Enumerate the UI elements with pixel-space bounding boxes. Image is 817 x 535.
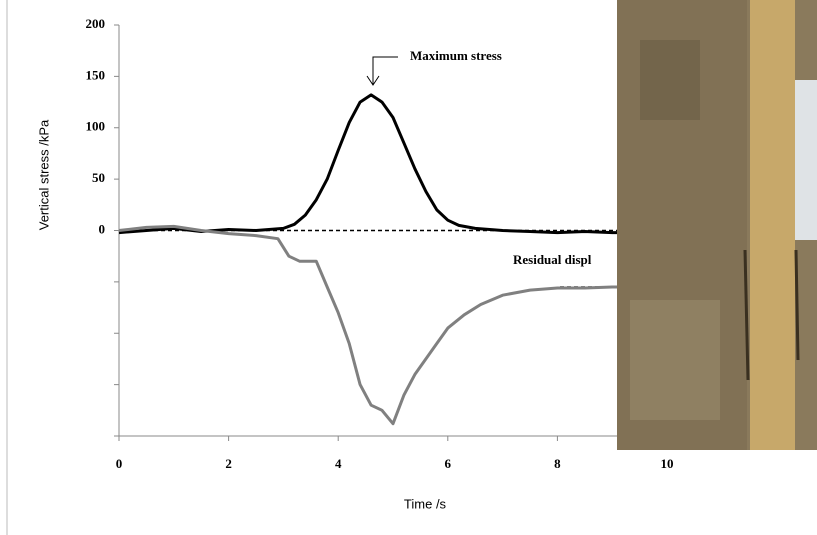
series-line [118, 93, 618, 235]
annotation-arrow [366, 56, 398, 86]
x-tick-label: 6 [445, 456, 452, 471]
x-axis-label: Time /s [404, 496, 447, 511]
x-tick-label: 0 [116, 456, 123, 471]
x-tick-label: 2 [225, 456, 232, 471]
annotation: Residual displ [513, 252, 592, 267]
y-tick-label: 100 [86, 119, 106, 134]
series-line [118, 224, 618, 426]
x-tick-label: 8 [554, 456, 561, 471]
y-axis-label: Vertical stress /kPa [36, 119, 51, 230]
annotation: Maximum stress [410, 48, 502, 63]
y-tick-label: 150 [86, 67, 106, 82]
photo [617, 0, 817, 450]
y-tick-label: 200 [86, 16, 106, 31]
x-tick-label: 10 [661, 456, 674, 471]
x-tick-label: 4 [335, 456, 342, 471]
y-tick-label: 0 [99, 221, 106, 236]
y-tick-label: 50 [92, 170, 105, 185]
